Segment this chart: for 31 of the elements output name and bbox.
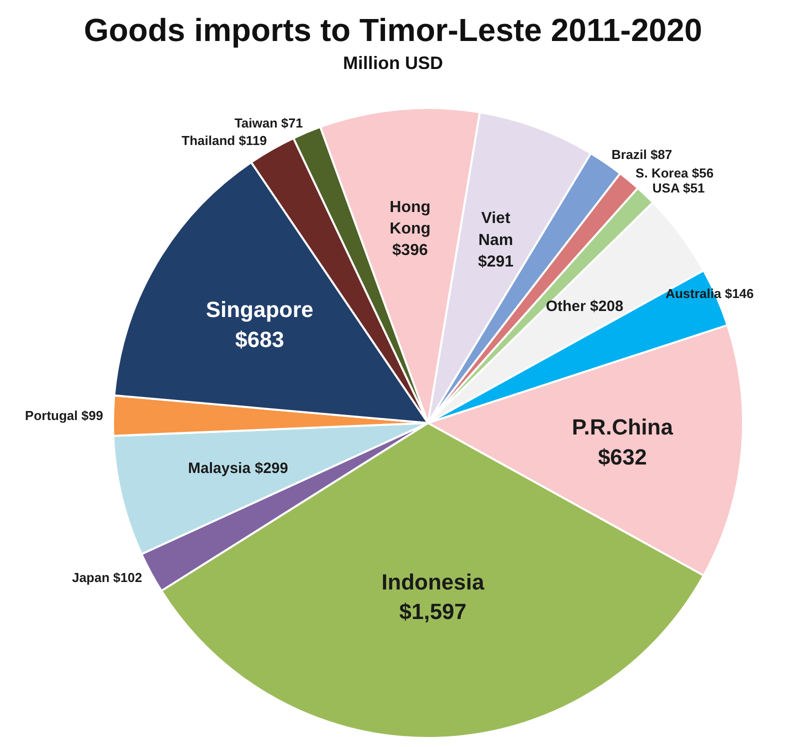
data-label: $291 <box>478 252 514 270</box>
slice-label: Portugal <box>25 408 78 423</box>
slice-label: Thailand <box>182 133 236 148</box>
slice-label: Japan <box>72 570 110 586</box>
slice-label: Malaysia <box>188 460 251 477</box>
slice-label: Singapore <box>206 296 314 322</box>
data-label: $683 <box>235 326 284 352</box>
slice-label: Hong Kong <box>390 198 431 238</box>
slice-label: Other <box>546 298 586 315</box>
data-label: $299 <box>254 460 288 477</box>
data-label: $87 <box>650 147 672 162</box>
data-label: $71 <box>281 116 303 131</box>
slice-label: Viet Nam <box>478 210 514 248</box>
slice-label: Taiwan <box>234 116 278 131</box>
data-label: $99 <box>81 408 104 423</box>
chart-title: Goods imports to Timor-Leste 2011-2020 <box>82 11 704 49</box>
slice-label: Indonesia <box>382 568 485 594</box>
data-label: $146 <box>724 286 754 301</box>
slice-label: S. Korea <box>636 165 688 180</box>
data-label: $208 <box>590 298 624 315</box>
slice-label: P.R.China <box>572 414 674 440</box>
data-label: $1,597 <box>399 598 467 624</box>
slice-label: Brazil <box>611 147 647 162</box>
data-label: $119 <box>238 133 267 148</box>
slice-label: USA <box>652 180 680 196</box>
data-label: $102 <box>113 570 142 586</box>
chart-subtitle: Million USD <box>342 53 444 74</box>
data-label: $51 <box>683 180 705 196</box>
data-label: $56 <box>692 165 714 180</box>
data-label: $632 <box>598 444 647 469</box>
data-label: $396 <box>392 242 428 259</box>
